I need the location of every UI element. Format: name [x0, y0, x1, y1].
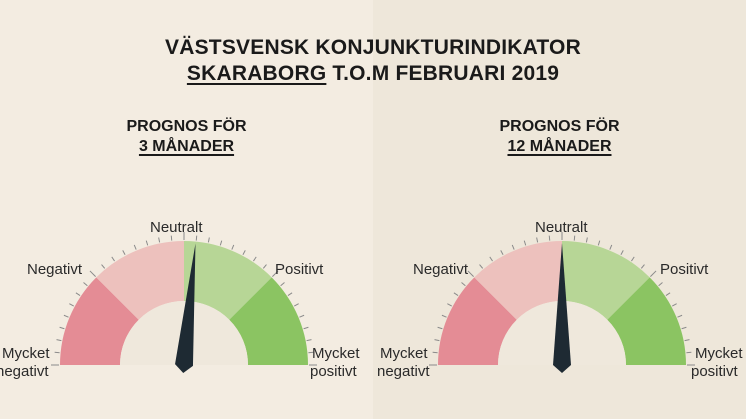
- gauge-tick: [461, 282, 466, 287]
- region-name: SKARABORG: [186, 62, 327, 85]
- label-negativt: Negativt: [413, 261, 469, 278]
- gauge-tick: [158, 237, 161, 243]
- gauge-3m-heading: PROGNOS FÖR: [126, 118, 247, 135]
- gauge-12m-segments: [438, 241, 686, 365]
- gauge-tick: [523, 240, 527, 246]
- gauge-tick: [437, 326, 443, 330]
- gauge-tick: [272, 270, 279, 277]
- gauge-tick: [231, 244, 235, 250]
- gauge-tick: [145, 240, 149, 246]
- label-neutralt: Neutralt: [535, 219, 588, 236]
- gauge-tick: [294, 303, 299, 307]
- gauge-tick: [658, 282, 663, 287]
- gauge-tick: [453, 292, 459, 296]
- gauge-tick: [303, 326, 309, 330]
- gauge-tick: [207, 237, 210, 243]
- segment-very-negative: [60, 277, 139, 365]
- gauge-tick: [631, 256, 635, 262]
- gauge-tick: [101, 264, 106, 269]
- gauge-tick: [640, 264, 645, 269]
- gauge-tick: [441, 314, 447, 318]
- gauge-12-months: Mycket negativt Negativt Neutralt Positi…: [373, 210, 746, 419]
- gauge-tick: [75, 292, 81, 296]
- gauge-tick: [306, 339, 312, 342]
- segment-positive: [184, 241, 272, 320]
- label-mycket-positivt-1: Mycket: [312, 345, 360, 362]
- segment-very-positive: [607, 277, 686, 365]
- gauge-12m-heading: PROGNOS FÖR: [499, 118, 620, 135]
- gauge-12m-svg: Mycket negativt Negativt Neutralt Positi…: [377, 219, 743, 380]
- segment-positive: [562, 241, 650, 320]
- gauge-tick: [122, 250, 126, 255]
- gauge-tick: [665, 292, 671, 296]
- gauge-tick: [69, 303, 74, 307]
- label-negativt: Negativt: [27, 261, 83, 278]
- gauge-tick: [111, 256, 115, 262]
- gauge-tick: [650, 270, 657, 277]
- label-mycket-negativt-1: Mycket: [2, 345, 50, 362]
- gauge-tick: [511, 244, 515, 250]
- label-mycket-positivt-2: positivt: [310, 363, 358, 380]
- gauge-tick: [536, 237, 539, 243]
- label-mycket-negativt-2: negativt: [0, 363, 49, 380]
- gauge-tick: [83, 282, 88, 287]
- gauge-tick: [262, 264, 267, 269]
- gauge-tick: [280, 282, 285, 287]
- gauge-tick: [219, 240, 223, 246]
- gauge-tick: [63, 314, 69, 318]
- gauge-tick: [500, 250, 504, 255]
- gauge-tick: [59, 326, 65, 330]
- gauge-tick: [434, 339, 440, 342]
- gauge-tick: [253, 256, 257, 262]
- gauge-tick: [447, 303, 452, 307]
- gauge-tick: [684, 339, 690, 342]
- gauge-12m-ticks: [429, 232, 695, 366]
- gauge-3m-svg: Mycket negativt Negativt Neutralt Positi…: [0, 219, 360, 380]
- gauge-tick: [672, 303, 677, 307]
- gauge-3m-ticks: [51, 232, 317, 366]
- gauge-tick: [89, 270, 96, 277]
- segment-very-positive: [229, 277, 308, 365]
- gauge-tick: [299, 314, 305, 318]
- label-positivt: Positivt: [660, 261, 709, 278]
- gauge-tick: [620, 250, 624, 255]
- gauge-3-months: Mycket negativt Negativt Neutralt Positi…: [0, 210, 373, 419]
- gauge-tick: [677, 314, 683, 318]
- gauge-12m-period: 12 MÅNADER: [507, 138, 612, 155]
- gauge-tick: [597, 240, 601, 246]
- gauge-tick: [609, 244, 613, 250]
- gauge-tick: [681, 326, 687, 330]
- label-mycket-negativt-2: negativt: [377, 363, 430, 380]
- label-positivt: Positivt: [275, 261, 324, 278]
- gauge-tick: [242, 250, 246, 255]
- segment-negative: [474, 241, 562, 320]
- gauge-tick: [585, 237, 588, 243]
- label-mycket-negativt-1: Mycket: [380, 345, 428, 362]
- gauge-12m-needle: [553, 243, 571, 373]
- label-mycket-positivt-2: positivt: [691, 363, 739, 380]
- gauge-tick: [133, 244, 137, 250]
- gauge-tick: [479, 264, 484, 269]
- gauge-tick: [287, 292, 293, 296]
- gauge-3m-segments: [60, 241, 308, 365]
- period-text: T.O.M FEBRUARI 2019: [326, 62, 560, 85]
- main-title-line1: VÄSTSVENSK KONJUNKTURINDIKATOR: [165, 36, 581, 59]
- gauge-tick: [56, 339, 62, 342]
- gauge-tick: [467, 270, 474, 277]
- segment-negative: [96, 241, 184, 320]
- gauge-3m-needle: [175, 243, 196, 373]
- segment-very-negative: [438, 277, 517, 365]
- label-mycket-positivt-1: Mycket: [695, 345, 743, 362]
- gauge-3m-period: 3 MÅNADER: [138, 138, 235, 155]
- main-title-line2: SKARABORG T.O.M FEBRUARI 2019: [0, 62, 746, 86]
- gauge-tick: [489, 256, 493, 262]
- label-neutralt: Neutralt: [150, 219, 203, 236]
